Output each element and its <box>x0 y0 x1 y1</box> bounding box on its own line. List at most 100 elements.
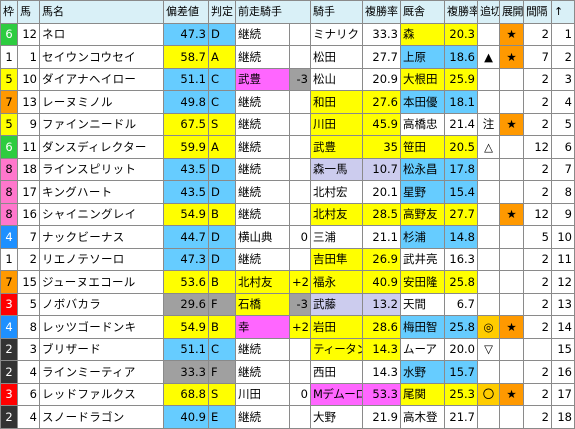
uma-number-cell: 5 <box>17 292 40 316</box>
trainer-rate-cell: 15.7 <box>444 360 478 384</box>
uma-number-cell: 17 <box>17 180 40 204</box>
waku-cell: 4 <box>0 315 18 339</box>
jockey-rate-cell: 28.6 <box>362 315 401 339</box>
uma-number-cell: 18 <box>17 157 40 181</box>
waku-cell: 2 <box>0 337 18 361</box>
horse-name-cell: ネロ <box>39 22 164 46</box>
header-uma[interactable]: 馬 <box>17 0 40 24</box>
tenkai-star-cell: ★ <box>499 112 524 136</box>
table-row[interactable]: 2 3 ブリザード 51.1 C 継続 ティータン 14.3 ムーア 20.0 ▽ 15 <box>0 337 575 361</box>
hantei-cell: S <box>208 112 236 136</box>
kawari-cell <box>289 157 311 181</box>
trainer-rate-cell: 17.8 <box>444 157 478 181</box>
jockey-cell: 川田 <box>310 112 363 136</box>
waku-cell: 1 <box>0 247 18 271</box>
jockey-rate-cell: 21.1 <box>362 225 401 249</box>
kawari-cell: +2 <box>289 270 311 294</box>
jockey-cell: 和田 <box>310 90 363 114</box>
trainer-rate-cell: 20.0 <box>444 337 478 361</box>
uma-number-cell: 10 <box>17 67 40 91</box>
jockey-cell: 吉田隼 <box>310 247 363 271</box>
jockey-rate-cell: 20.9 <box>362 67 401 91</box>
horse-name-cell: レッドファルクス <box>39 382 164 406</box>
tsuibi-mark-cell <box>477 292 500 316</box>
waku-cell: 2 <box>0 405 18 429</box>
trainer-rate-cell: 14.8 <box>444 225 478 249</box>
sort-cell: 12 <box>551 270 575 294</box>
table-row[interactable]: 5 10 ダイアナヘイロー 51.1 C 武豊 -3 松山 20.9 大根田 25.9 2 3 <box>0 67 575 91</box>
sort-cell: 15 <box>551 337 575 361</box>
table-row[interactable]: 5 9 ファインニードル 67.5 S 継続 川田 45.9 高橋忠 21.4 注 ★ 2 5 <box>0 112 575 136</box>
table-row[interactable]: 1 2 リエノテソーロ 47.3 D 継続 吉田隼 26.9 武井亮 16.3 2 11 <box>0 247 575 271</box>
table-row[interactable]: 8 17 キングハート 43.5 D 継続 北村宏 20.1 星野 15.4 2 8 <box>0 180 575 204</box>
header-hantei[interactable]: 判定 <box>208 0 236 24</box>
header-hensa[interactable]: 偏差値 <box>163 0 209 24</box>
table-row[interactable]: 3 6 レッドファルクス 68.8 S 川田 0 Mデムーロ 53.3 尾関 25.3 〇 ★ 2 17 <box>0 382 575 406</box>
table-row[interactable]: 4 8 レッツゴードンキ 54.9 B 幸 +2 岩田 28.6 梅田智 25.8 ◎ ★ 2 14 <box>0 315 575 339</box>
kawari-cell <box>289 90 311 114</box>
hensa-cell: 54.9 <box>163 202 209 226</box>
header-aida[interactable]: 間隔 <box>523 0 552 24</box>
header-kishu[interactable]: 騎手 <box>310 0 363 24</box>
trainer-cell: 梅田智 <box>400 315 445 339</box>
trainer-rate-cell: 25.8 <box>444 270 478 294</box>
table-row[interactable]: 2 4 スノードラゴン 40.9 E 継続 大野 21.9 高木登 21.7 2 18 <box>0 405 575 429</box>
interval-cell: 2 <box>523 360 552 384</box>
sort-cell: 3 <box>551 67 575 91</box>
trainer-cell: 杉浦 <box>400 225 445 249</box>
hantei-cell: D <box>208 157 236 181</box>
table-row[interactable]: 3 5 ノボバカラ 29.6 F 石橋 -3 武藤 13.2 天間 6.7 2 13 <box>0 292 575 316</box>
jockey-cell: 武豊 <box>310 135 363 159</box>
tenkai-star-cell: ★ <box>499 22 524 46</box>
header-sort[interactable]: ↑ <box>551 0 575 24</box>
tenkai-star-cell <box>499 247 524 271</box>
zenso-jockey-cell: 幸 <box>235 315 290 339</box>
hensa-cell: 51.1 <box>163 67 209 91</box>
header-name[interactable]: 馬名 <box>39 0 164 24</box>
table-row[interactable]: 4 7 ナックビーナス 44.7 D 横山典 0 三浦 21.1 杉浦 14.8 5 10 <box>0 225 575 249</box>
trainer-rate-cell: 25.3 <box>444 382 478 406</box>
interval-cell: 2 <box>523 292 552 316</box>
header-fukusho1[interactable]: 複勝率 <box>362 0 401 24</box>
table-row[interactable]: 7 13 レーヌミノル 49.8 C 継続 和田 27.6 本田優 18.1 2 4 <box>0 90 575 114</box>
table-row[interactable]: 7 15 ジューヌエコール 53.6 B 北村友 +2 福永 40.9 安田隆 25.8 2 12 <box>0 270 575 294</box>
zenso-jockey-cell: 継続 <box>235 180 290 204</box>
hensa-cell: 47.3 <box>163 247 209 271</box>
header-waku[interactable]: 枠 <box>0 0 18 24</box>
hantei-cell: E <box>208 405 236 429</box>
table-row[interactable]: 6 12 ネロ 47.3 D 継続 ミナリク 33.3 森 20.3 ★ 2 1 <box>0 22 575 46</box>
uma-number-cell: 9 <box>17 112 40 136</box>
header-fukusho2[interactable]: 複勝率 <box>444 0 478 24</box>
sort-cell: 16 <box>551 360 575 384</box>
trainer-cell: 笹田 <box>400 135 445 159</box>
trainer-rate-cell: 15.4 <box>444 180 478 204</box>
trainer-cell: 星野 <box>400 180 445 204</box>
tenkai-star-cell <box>499 405 524 429</box>
horse-name-cell: リエノテソーロ <box>39 247 164 271</box>
header-kyusha[interactable]: 厩舎 <box>400 0 445 24</box>
kawari-cell: +2 <box>289 315 311 339</box>
zenso-jockey-cell: 川田 <box>235 382 290 406</box>
horse-name-cell: ラインミーティア <box>39 360 164 384</box>
uma-number-cell: 1 <box>17 45 40 69</box>
tenkai-star-cell <box>499 67 524 91</box>
jockey-cell: 松山 <box>310 67 363 91</box>
jockey-rate-cell: 35 <box>362 135 401 159</box>
zenso-jockey-cell: 北村友 <box>235 270 290 294</box>
zenso-jockey-cell: 継続 <box>235 157 290 181</box>
jockey-cell: 森一馬 <box>310 157 363 181</box>
table-row[interactable]: 2 4 ラインミーティア 33.3 F 継続 西田 14.3 水野 15.7 2 16 <box>0 360 575 384</box>
jockey-rate-cell: 53.3 <box>362 382 401 406</box>
kawari-cell <box>289 405 311 429</box>
tenkai-star-cell: ★ <box>499 202 524 226</box>
header-tenkai[interactable]: 展開 <box>499 0 524 24</box>
uma-number-cell: 2 <box>17 247 40 271</box>
table-row[interactable]: 8 18 ラインスピリット 43.5 D 継続 森一馬 10.7 松永昌 17.8 2 7 <box>0 157 575 181</box>
table-row[interactable]: 8 16 シャイニングレイ 54.9 B 継続 北村友 28.5 高野友 27.7 ★ 12 9 <box>0 202 575 226</box>
table-row[interactable]: 1 1 セイウンコウセイ 58.7 A 継続 松田 27.7 上原 18.6 ▲ ★ 7 2 <box>0 45 575 69</box>
uma-number-cell: 3 <box>17 337 40 361</box>
table-row[interactable]: 6 11 ダンスディレクター 59.9 A 継続 武豊 35 笹田 20.5 △ 12 6 <box>0 135 575 159</box>
header-tsuibi[interactable]: 追切 <box>477 0 500 24</box>
header-zenso[interactable]: 前走騎手 <box>235 0 311 24</box>
